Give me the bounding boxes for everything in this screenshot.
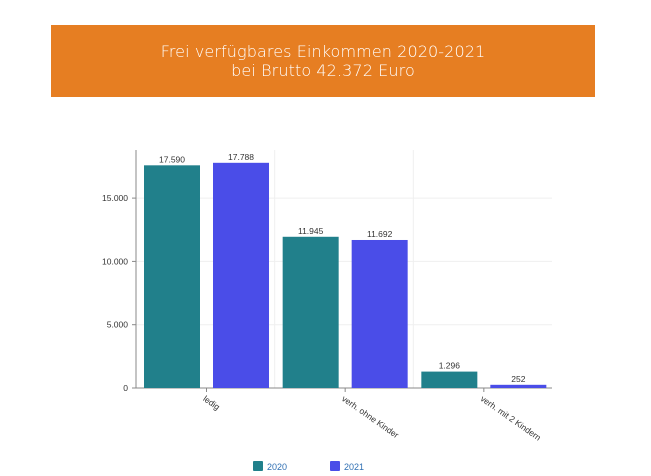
bar-2020-0[interactable]	[144, 165, 200, 388]
chart-title-line-2: bei Brutto 42.372 Euro	[231, 61, 415, 80]
data-label: 252	[511, 374, 525, 384]
title-banner: Frei verfügbares Einkommen 2020-2021 bei…	[51, 25, 595, 97]
legend-label-2020[interactable]: 2020	[267, 462, 287, 472]
data-label: 11.945	[298, 226, 324, 236]
y-tick-label: 10.000	[102, 256, 128, 266]
legend-swatch-2020[interactable]	[253, 461, 263, 471]
x-category-label: verh. mit 2 Kindern	[479, 393, 543, 442]
legend-label-2021[interactable]: 2021	[344, 462, 364, 472]
x-category-label: ledig	[201, 393, 222, 412]
data-label: 17.788	[228, 152, 254, 162]
x-axis-categories: ledig verh. ohne Kinder verh. mit 2 Kinder…	[201, 393, 543, 442]
axes	[132, 150, 552, 392]
bar-2020-2[interactable]	[421, 371, 478, 388]
y-tick-label: 5.000	[107, 320, 129, 330]
bar-2021-2[interactable]	[490, 384, 547, 388]
data-label: 17.590	[159, 154, 185, 164]
x-category-label: verh. ohne Kinder	[340, 393, 401, 440]
bar-2020-1[interactable]	[282, 236, 339, 388]
y-tick-label: 0	[123, 383, 128, 393]
bar-2021-1[interactable]	[351, 239, 408, 388]
data-label: 1.296	[439, 361, 461, 371]
bar-2021-0[interactable]	[213, 162, 269, 388]
gridlines	[136, 150, 552, 388]
y-tick-label: 15.000	[102, 193, 128, 203]
bars	[144, 162, 547, 388]
chart-title-line-1: Frei verfügbares Einkommen 2020-2021	[160, 42, 486, 61]
data-label: 11.692	[367, 229, 393, 239]
data-labels: 17.590 17.788 11.945 11.692 1.296 252	[159, 152, 526, 384]
legend[interactable]: 2020 2021	[253, 461, 364, 472]
y-axis-ticks: 0 5.000 10.000 15.000	[102, 193, 128, 393]
legend-swatch-2021[interactable]	[330, 461, 340, 471]
